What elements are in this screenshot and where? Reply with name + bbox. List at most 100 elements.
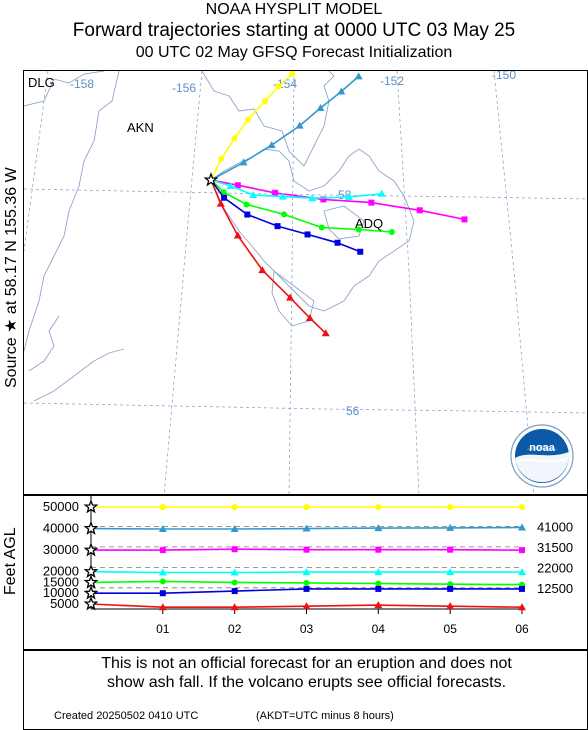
timezone-note: (AKDT=UTC minus 8 hours) [256,710,394,722]
trajectory-point [244,211,251,218]
altitude-point [231,579,238,586]
altitude-point [303,546,310,553]
altitude-point [159,590,166,597]
left-axis-tick-label: 15000 [43,574,79,589]
longitude-label: -158 [70,77,94,91]
trajectory-point [308,194,317,202]
altitude-point [158,524,167,532]
meridian-line [24,71,49,252]
left-axis-tick-label: 40000 [43,521,79,536]
altitude-point [447,581,454,588]
disclaimer-text: This is not an official forecast for an … [24,654,588,692]
altitude-start-star [83,520,99,535]
trajectory-point [295,121,304,129]
source-star-icon [203,172,219,187]
trajectory-point [267,141,276,149]
left-axis-tick-label: 10000 [43,585,79,600]
trajectory-point [221,194,228,201]
model-title: NOAA HYSPLIT MODEL [205,1,383,18]
altitude-point [519,585,525,592]
coastline-segment [24,71,105,107]
trajectory-title: Forward trajectories starting at 0000 UT… [72,20,516,41]
trajectory-point [281,211,288,218]
altitude-axis-label: Feet AGL [2,527,19,595]
trajectory-line [210,179,327,334]
altitude-point [303,579,310,586]
coastline [24,71,415,402]
altitude-point [230,524,239,532]
altitude-point [159,547,166,554]
trajectory-point [275,83,282,90]
x-axis-tick-label: 05 [444,622,458,636]
altitude-point [159,504,166,510]
altitude-point [447,504,454,510]
altitude-point [302,524,311,532]
altitude-point [230,603,239,611]
created-timestamp: Created 20250502 0410 UTC [54,710,199,722]
altitude-point [374,568,383,576]
trajectory-point [233,231,242,239]
right-axis-tick-label: 22000 [537,560,573,575]
x-axis-tick-label: 02 [228,622,242,636]
trajectory-point [243,201,250,208]
altitude-point [231,504,238,510]
disclaimer-line-2: show ash fall. If the volcano erupts see… [106,674,507,691]
trajectory-point [355,226,362,233]
right-axis-tick-label: 41000 [537,519,573,534]
altitude-point [518,523,526,531]
trajectory-point [388,228,395,235]
trajectory-point [249,190,258,198]
trajectory-point [416,207,423,214]
trajectory-point [258,266,267,274]
meridian-line [163,71,203,494]
x-axis-tick-label: 06 [515,622,529,636]
x-axis-tick-label: 03 [300,622,314,636]
longitude-label: -150 [492,71,516,82]
source-star [203,172,219,187]
altitude-point [447,585,454,592]
trajectory-point [305,314,314,322]
altitude-point [446,568,455,576]
trajectory-point [226,181,235,189]
x-axis-tick-label: 04 [372,622,386,636]
altitude-point [158,603,167,611]
coastline-segment [24,71,120,352]
trajectory-point [216,199,225,207]
coastline-segment [28,315,60,372]
left-axis-tick-label: 30000 [43,542,79,557]
coastline-segment [271,270,315,327]
altitude-panel: 41000 31500 22000 12500 5000 10000 15000 20000 3… [23,495,588,650]
altitude-point [231,588,238,595]
altitude-point [446,602,455,610]
left-axis-tick-label: 50000 [43,499,79,514]
trajectory-point [278,192,287,200]
altitude-point [231,546,238,553]
coastline-segment [201,71,335,167]
altitude-point [159,578,166,585]
trajectory-lines [210,71,468,337]
trajectory-point [231,135,238,142]
parallel-line [24,402,587,414]
altitude-start-star [83,542,99,557]
trajectory-point [368,199,375,206]
altitude-point [447,546,454,553]
disclaimer-panel: This is not an official forecast for an … [23,650,588,730]
left-axis-tick-label: 5000 [50,596,79,611]
trajectory-point [318,224,325,231]
trajectory-point [261,98,268,105]
coastline-segment [210,148,415,312]
trajectory-point [234,182,241,189]
trajectory-point [272,189,279,196]
altitude-point [518,603,526,611]
meridian-line [493,71,535,494]
altitude-point [375,504,382,510]
noaa-logo-text: noaa [529,442,556,454]
altitude-point [519,547,525,554]
station-label-dlg: DLG [28,75,55,90]
trajectory-point [344,192,353,200]
altitude-point [374,601,383,609]
coastline-segment [33,348,125,402]
trajectory-point [289,71,296,77]
station-label-adq: ADQ [355,216,383,231]
altitude-point [375,585,382,592]
